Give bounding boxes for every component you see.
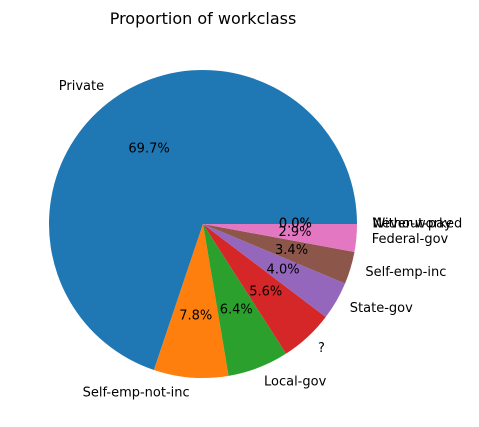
pie-slice-self-emp-not-inc xyxy=(153,224,229,379)
pie-slice-local-gov xyxy=(203,224,287,376)
percent-label-federal-gov: 2.9% xyxy=(278,225,311,240)
pie-slices xyxy=(48,70,357,379)
category-label-self-emp-not-inc: Self-emp-not-inc xyxy=(83,385,190,400)
percent-label-without-pay: 0.0% xyxy=(279,217,312,232)
percent-label-self-emp-inc: 3.4% xyxy=(275,243,308,258)
percent-label-state-gov: 4.0% xyxy=(267,263,300,278)
percent-label-private: 69.7% xyxy=(128,141,169,156)
category-label-local-gov: Local-gov xyxy=(264,375,327,390)
category-label-state-gov: State-gov xyxy=(350,301,413,316)
pie-slice-self-emp-inc xyxy=(203,224,355,284)
category-label-never-worked: Never-worked xyxy=(372,217,462,232)
category-label-private: Private xyxy=(59,79,104,94)
category-label-unknown: ? xyxy=(318,341,325,356)
chart-title: Proportion of workclass xyxy=(110,9,297,28)
percent-label-self-emp-not-inc: 7.8% xyxy=(179,309,212,324)
percent-label-unknown: 5.6% xyxy=(249,284,282,299)
pie-slice-state-gov xyxy=(203,224,346,318)
category-label-without-pay: Without-pay xyxy=(372,217,452,232)
pie-labels: 69.7% Private 7.8% Self-emp-not-inc 6.4% Loca… xyxy=(59,79,462,400)
category-label-self-emp-inc: Self-emp-inc xyxy=(365,265,446,280)
pie-slice-private xyxy=(48,70,357,370)
category-label-federal-gov: Federal-gov xyxy=(372,232,449,247)
pie-slice-federal-gov xyxy=(203,224,357,252)
pie-slice-unknown xyxy=(203,224,326,354)
percent-label-local-gov: 6.4% xyxy=(220,303,253,318)
percent-label-never-worked: 0.0% xyxy=(279,217,312,232)
